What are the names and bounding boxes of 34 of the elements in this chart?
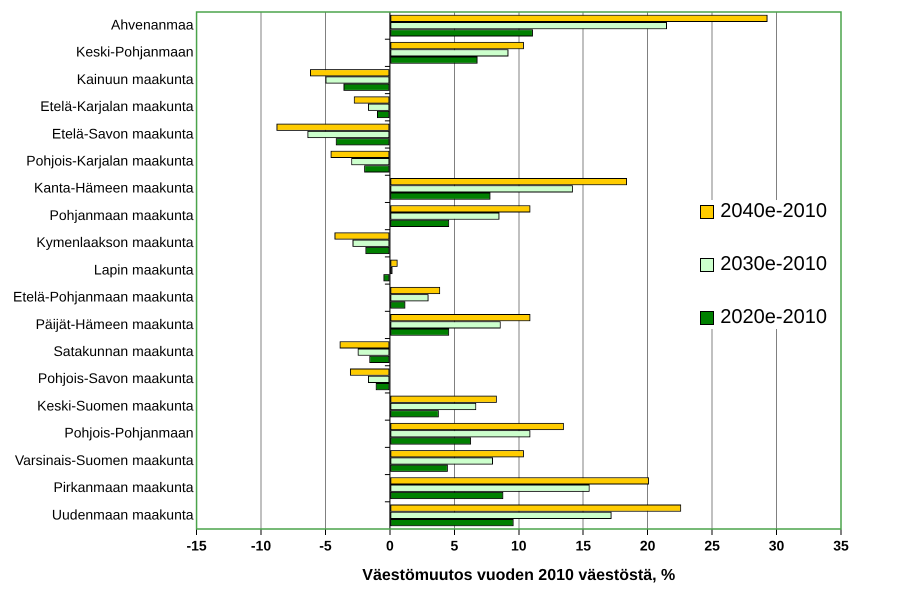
y-tick-label: Kanta-Hämeen maakunta <box>34 180 194 196</box>
x-tick-label: 5 <box>450 537 458 554</box>
x-tick-label: 20 <box>640 537 656 554</box>
y-tick-label: Keski-Pohjanmaan <box>76 44 194 60</box>
y-tick-label: Uudenmaan maakunta <box>52 506 194 522</box>
y-tick-label: Keski-Suomen maakunta <box>37 397 194 414</box>
x-tick-label: 30 <box>768 537 785 554</box>
y-tick-label: Pirkanmaan maakunta <box>53 479 194 496</box>
x-tick-label: -5 <box>319 537 332 554</box>
y-tick-label: Etelä-Savon maakunta <box>52 125 194 142</box>
x-tick-label: -10 <box>250 537 272 554</box>
legend-label: 2020e-2010 <box>720 306 827 329</box>
x-tick-label: 25 <box>704 537 720 554</box>
x-tick-label: 15 <box>575 537 592 554</box>
y-tick-label: Etelä-Pohjanmaan maakunta <box>12 288 194 305</box>
y-tick-label: Kymenlaakson maakunta <box>36 234 194 250</box>
y-tick-label: Etelä-Karjalan maakunta <box>40 98 194 114</box>
x-tick-label: 10 <box>510 537 527 554</box>
y-tick-label: Päijät-Hämeen maakunta <box>36 316 194 332</box>
y-tick-label: Pohjois-Pohjanmaan <box>64 424 194 441</box>
y-tick-label: Pohjanmaan maakunta <box>50 206 194 223</box>
legend-label: 2040e-2010 <box>720 200 827 223</box>
x-axis-title: Väestömuutos vuoden 2010 väestöstä, % <box>362 566 676 584</box>
legend-label: 2030e-2010 <box>720 253 827 276</box>
x-tick-label: 0 <box>386 537 394 554</box>
y-tick-label: Varsinais-Suomen maakunta <box>14 452 194 468</box>
y-tick-label: Lapin maakunta <box>94 261 194 278</box>
x-tick-label: -15 <box>186 537 207 554</box>
x-tick-label: 35 <box>833 537 849 554</box>
y-tick-label: Pohjois-Savon maakunta <box>38 370 194 386</box>
y-tick-label: Kainuun maakunta <box>76 70 194 87</box>
y-tick-label: Pohjois-Karjalan maakunta <box>26 152 194 169</box>
y-tick-label: Ahvenanmaa <box>111 16 194 32</box>
y-tick-label: Satakunnan maakunta <box>53 342 194 359</box>
